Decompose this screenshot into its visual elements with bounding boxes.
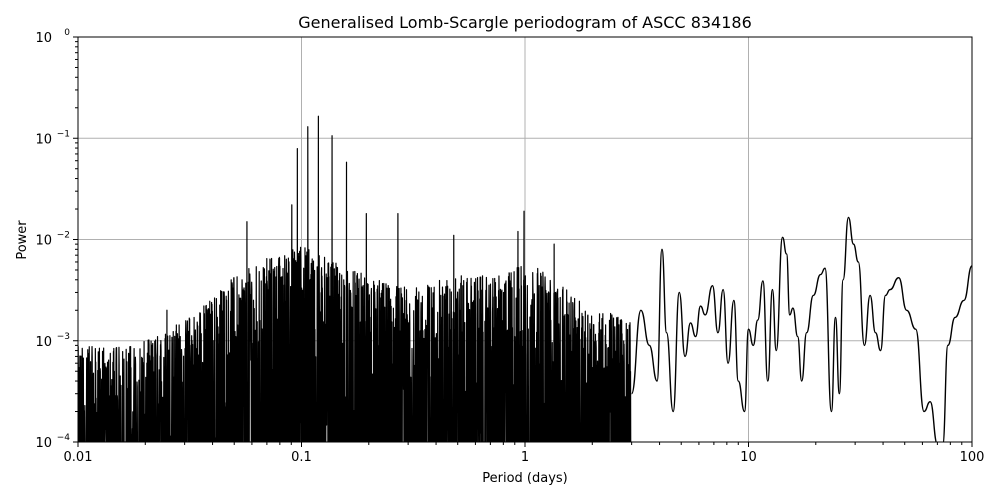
y-axis-label: Power (15, 220, 30, 260)
y-tick-label: 10 (35, 436, 52, 451)
x-tick-label: 100 (960, 450, 985, 465)
power-series (78, 115, 972, 442)
y-tick-exponent: −1 (57, 129, 70, 139)
y-tick-label: 10 (35, 335, 52, 350)
x-tick-label: 0.1 (291, 450, 312, 465)
y-tick-exponent: −2 (57, 231, 70, 241)
chart-title: Generalised Lomb-Scargle periodogram of … (298, 13, 752, 32)
x-tick-label: 1 (521, 450, 529, 465)
y-tick-label: 10 (35, 132, 52, 147)
y-tick-exponent: 0 (64, 28, 70, 38)
y-tick-label: 10 (35, 234, 52, 249)
y-axis-ticks: 10 −4 10 −3 10 −2 10 −1 10 0 (35, 28, 78, 451)
x-axis-label: Period (days) (482, 471, 568, 486)
y-tick-exponent: −4 (57, 433, 71, 443)
y-tick-label: 10 (35, 31, 52, 46)
x-tick-label: 10 (740, 450, 757, 465)
y-tick-exponent: −3 (57, 332, 70, 342)
x-tick-label: 0.01 (64, 450, 93, 465)
x-axis-ticks: 0.01 0.1 1 10 100 (64, 442, 985, 465)
